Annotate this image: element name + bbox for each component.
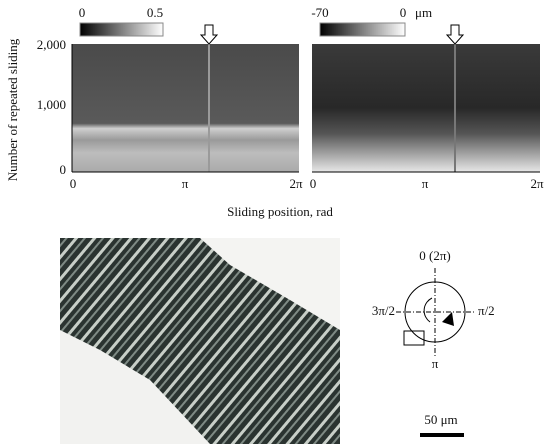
angle-label: π <box>432 356 439 371</box>
scale-bar-label: 50 μm <box>424 412 457 427</box>
colorbar-min: 0 <box>79 5 86 20</box>
angle-label: π/2 <box>478 303 495 318</box>
angle-label: 3π/2 <box>372 303 395 318</box>
colorbar-max: 0.5 <box>147 5 163 20</box>
x-axis-label: Sliding position, rad <box>227 204 333 219</box>
x-tick-label: 0 <box>70 176 77 191</box>
micrograph-bright-area <box>200 238 340 330</box>
colorbar-max: 0 <box>400 5 407 20</box>
angle-label: 0 (2π) <box>419 248 450 263</box>
micrograph-bright-area <box>60 330 210 444</box>
scale-bar <box>420 433 464 437</box>
colorbar <box>319 22 406 37</box>
y-axis-label: Number of repeated sliding <box>5 38 20 181</box>
rotation-arc <box>423 297 433 323</box>
y-tick-label: 2,000 <box>37 37 66 52</box>
colorbar <box>79 22 164 37</box>
x-tick-label: π <box>182 176 189 191</box>
arrow <box>445 24 465 45</box>
heatmap <box>72 44 299 172</box>
x-tick-label: π <box>422 176 429 191</box>
y-tick-label: 1,000 <box>37 97 66 112</box>
colorbar-unit: μm <box>415 5 432 20</box>
x-tick-label: 2π <box>289 176 303 191</box>
pointer <box>442 312 454 326</box>
arrow <box>199 24 219 45</box>
x-tick-label: 0 <box>310 176 317 191</box>
specimen <box>403 330 425 346</box>
x-tick-label: 2π <box>530 176 544 191</box>
colorbar-min: -70 <box>311 5 328 20</box>
heatmap <box>312 44 540 172</box>
y-tick-label: 0 <box>60 162 67 177</box>
